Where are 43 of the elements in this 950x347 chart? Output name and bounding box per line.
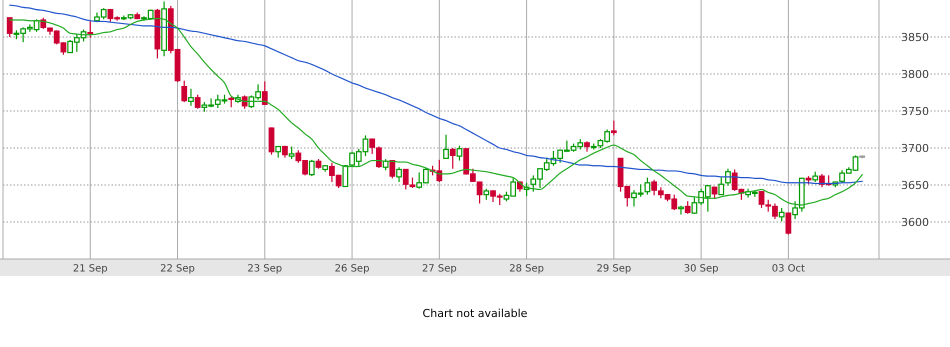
candlestick [382, 158, 389, 171]
y-tick-label: 3750 [901, 104, 929, 118]
candlestick [725, 168, 731, 186]
candlestick [188, 88, 194, 106]
candlestick [584, 140, 590, 152]
candlestick [194, 94, 201, 110]
candlestick [6, 17, 13, 38]
x-tick-label: 26 Sep [334, 264, 370, 274]
x-tick-label: 03 Oct [772, 264, 806, 274]
candlestick [456, 145, 462, 162]
y-tick-label: 3850 [901, 30, 929, 44]
candlestick [316, 158, 322, 170]
candlestick [268, 126, 274, 156]
x-tick-label: 21 Sep [72, 264, 108, 274]
candlestick [396, 166, 402, 183]
text: Chart not available [422, 306, 528, 320]
y-tick-label: 3700 [901, 142, 929, 155]
x-tick-label: 23 Sep [247, 264, 282, 274]
y-tick-label: 3600 [901, 216, 929, 229]
candlestick [812, 171, 818, 183]
candlestick [450, 147, 456, 170]
x-tick-label: 27 Sep [422, 264, 457, 274]
candlestick [443, 134, 449, 159]
candlestick [684, 200, 691, 214]
candlestick [275, 146, 282, 158]
candlestick [483, 188, 490, 200]
candlestick [87, 20, 94, 38]
candlestick [181, 80, 188, 103]
x-tick-label: 30 Sep [684, 264, 718, 274]
candlestick [778, 207, 785, 222]
candlestick [644, 177, 650, 196]
candlestick [785, 212, 792, 236]
candlestick [288, 146, 295, 160]
y-tick-label: 3650 [901, 178, 929, 192]
x-tick-label: 29 Sep [596, 264, 632, 274]
x-tick-label: 22 Sep [160, 264, 195, 274]
candlestick [718, 177, 724, 196]
candlestick [308, 159, 315, 177]
x-tick-label: 28 Sep [509, 264, 544, 274]
candlestick [228, 96, 234, 108]
candlestick [262, 80, 268, 106]
candlestick [610, 120, 617, 136]
y-tick-label: 3800 [901, 68, 929, 81]
